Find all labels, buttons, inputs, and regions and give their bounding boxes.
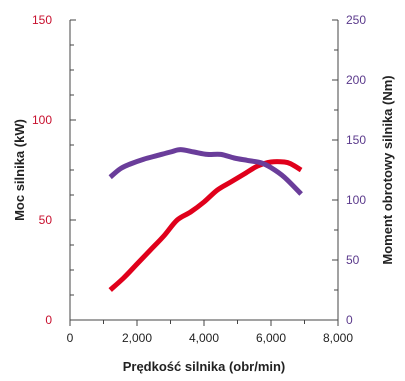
series-layer [110, 150, 301, 290]
right-y-tick-label: 250 [346, 13, 366, 27]
x-tick-label: 6,000 [256, 331, 286, 345]
left-y-tick-label: 0 [45, 313, 52, 327]
right-y-tick-label: 150 [346, 133, 366, 147]
torque-series-line [110, 150, 301, 194]
left-y-axis-title: Moc silnika (kW) [12, 119, 27, 221]
power-series-line [110, 162, 301, 290]
axes [70, 20, 338, 326]
right-y-tick-label: 200 [346, 73, 366, 87]
right-y-tick-label: 100 [346, 193, 366, 207]
right-y-axis-title: Moment obrotowy silnika (Nm) [380, 75, 395, 264]
tick-labels: 0 50 100 150 0 50 100 150 200 250 0 2,000 4,000 6,000… [32, 13, 366, 345]
x-tick-label: 0 [67, 331, 74, 345]
x-tick-label: 2,000 [122, 331, 152, 345]
x-axis-title: Prędkość silnika (obr/min) [123, 359, 286, 374]
x-tick-label: 8,000 [323, 331, 353, 345]
right-y-tick-label: 50 [346, 253, 360, 267]
x-tick-label: 4,000 [189, 331, 219, 345]
right-y-tick-label: 0 [346, 313, 353, 327]
left-y-tick-label: 50 [39, 213, 53, 227]
left-y-tick-label: 150 [32, 13, 52, 27]
left-y-tick-label: 100 [32, 113, 52, 127]
